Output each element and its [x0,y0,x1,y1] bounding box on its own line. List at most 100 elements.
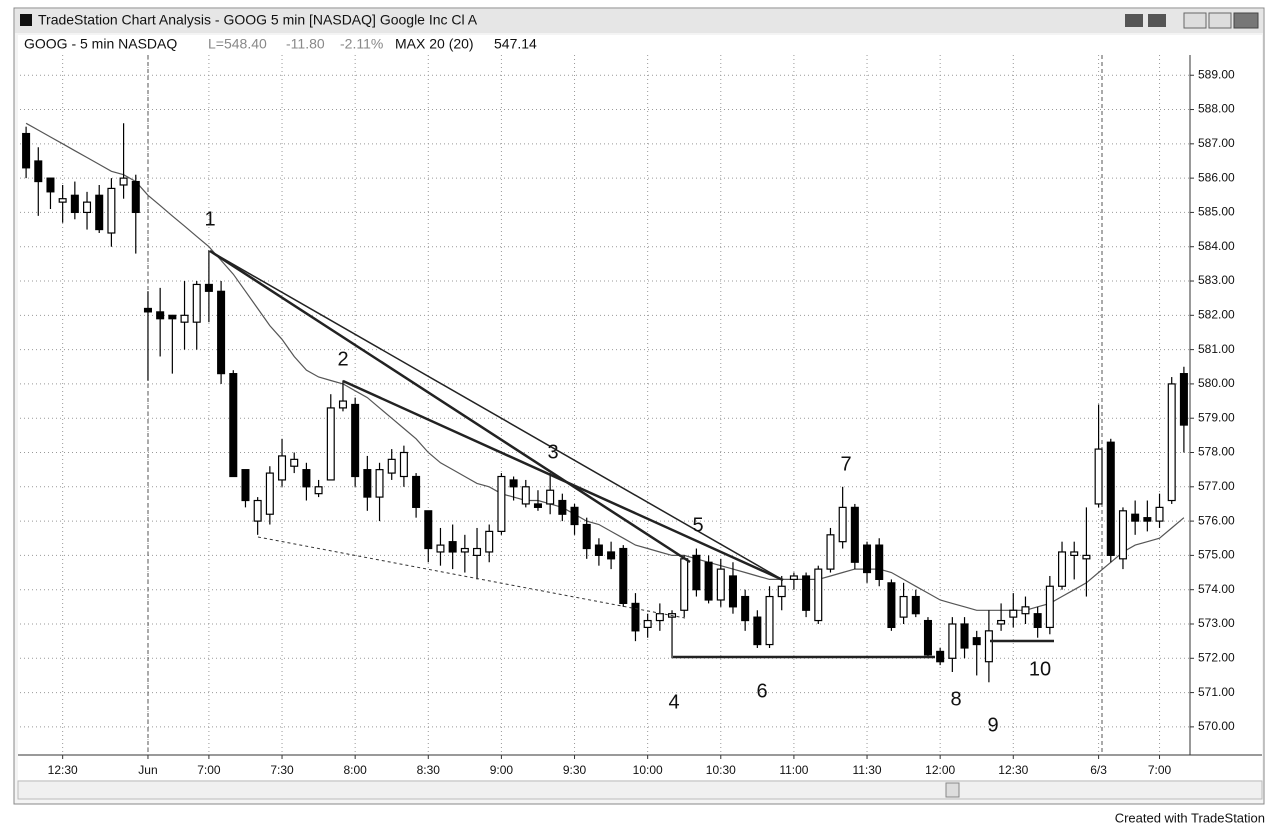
candle-body [1167,383,1176,502]
chart-area [18,35,1262,780]
candle-body [436,544,445,553]
candle-body [1033,613,1042,629]
scrollbar[interactable] [17,780,1263,800]
candle-body [192,283,201,323]
candle-body [1143,517,1152,522]
plot [22,122,1188,683]
candle-body [107,187,116,234]
candle-body [1082,554,1091,560]
candle-body [168,314,177,320]
candle-body [936,650,945,663]
candle-body [960,623,969,649]
candle-body [570,506,579,526]
candle-body [631,602,640,632]
candle-body [473,547,482,556]
candle-body [229,373,238,478]
candle-body [558,499,567,515]
scrollbar-thumb[interactable] [945,782,960,798]
y-tick-label: 577.00 [1198,479,1235,493]
candle-body [655,613,664,622]
annotation: 4 [668,691,679,713]
candle-body [1021,606,1030,615]
candle-body [497,475,506,532]
change: -11.80 [286,36,325,52]
footer: Created with TradeStation [1115,810,1265,825]
candle-body [265,472,274,515]
annotation: 3 [547,441,558,463]
annotation: 10 [1029,658,1051,680]
minimize-button[interactable] [1183,12,1207,29]
y-tick-label: 586.00 [1198,170,1235,184]
candle-body [387,458,396,474]
change-pct: -2.11% [340,36,383,52]
candle-body [1131,513,1140,522]
candle-body [1118,510,1127,560]
candle-body [70,194,79,214]
candle-body [838,506,847,543]
candle-body [1106,441,1115,556]
trend-line [342,379,784,582]
x-tick-label: 11:30 [852,763,881,777]
y-tick-label: 574.00 [1198,582,1235,596]
x-tick-label: 10:00 [633,763,663,777]
menu-button[interactable] [1148,14,1166,27]
candle-body [314,486,323,495]
drawings: 1 2 3 4 5 6 7 8 9 10 [204,208,1054,736]
candle-body [46,177,55,193]
candle-body [1094,448,1103,505]
x-tick-label: Jun [138,763,157,777]
candle-body [863,544,872,574]
candle-body [997,619,1006,625]
candle-body [533,503,542,508]
status-line: GOOG - 5 min NASDAQ L=548.40 -11.80 -2.1… [24,36,537,52]
symbol: GOOG - 5 min NASDAQ [24,36,177,52]
x-tick-label: 11:00 [779,763,808,777]
candle-body [363,469,372,498]
candle-body [741,595,750,622]
candle-body [34,160,43,183]
candle-body [1009,609,1018,618]
candle-body [1070,551,1079,556]
candle-body [131,180,140,214]
x-tick-label: 12:30 [48,763,78,777]
maximize-button[interactable] [1208,12,1232,29]
y-tick-label: 580.00 [1198,376,1235,390]
window-title: TradeStation Chart Analysis - GOOG 5 min… [38,12,478,28]
annotation: 7 [840,453,851,475]
candle-body [753,616,762,646]
candle-body [680,558,689,611]
y-tick-label: 584.00 [1198,239,1235,253]
x-tick-label: 6/3 [1090,763,1107,777]
candle-body [777,585,786,598]
x-tick-label: 8:00 [343,763,367,777]
close-button[interactable] [1233,12,1259,29]
candle-body [424,510,433,550]
y-tick-label: 582.00 [1198,307,1235,321]
candle-body [119,177,128,186]
x-tick-label: 12:30 [998,763,1028,777]
candle-body [399,451,408,478]
candle-body [253,499,262,522]
candle-body [460,547,469,553]
candle-body [1179,373,1188,426]
x-tick-label: 7:00 [197,763,221,777]
candle-body [1045,585,1054,629]
menu-button[interactable] [1125,14,1143,27]
candle-body [765,595,774,646]
y-tick-label: 579.00 [1198,410,1235,424]
y-tick-label: 575.00 [1198,548,1235,562]
annotation: 6 [756,680,767,702]
candle-body [1155,506,1164,522]
y-tick-label: 581.00 [1198,342,1235,356]
candle-body [692,554,701,591]
candle-body [826,534,835,570]
indicator-name: MAX 20 (20) [395,36,474,52]
dotted-line [257,536,686,619]
x-tick-label: 9:30 [563,763,587,777]
candle-body [643,619,652,629]
candle-body [83,201,92,214]
candle-body [814,568,823,622]
candle-body [972,637,981,646]
candle-body [22,132,31,169]
y-tick-label: 576.00 [1198,513,1235,527]
